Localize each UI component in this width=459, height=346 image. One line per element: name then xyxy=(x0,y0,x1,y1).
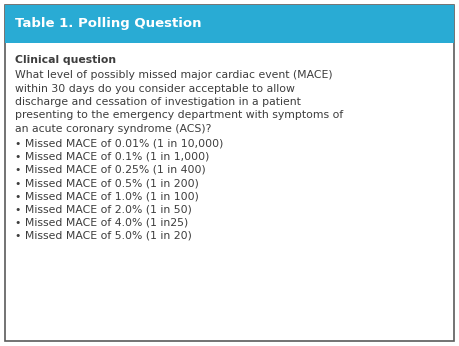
Bar xyxy=(5,5,454,43)
Text: • Missed MACE of 0.5% (1 in 200): • Missed MACE of 0.5% (1 in 200) xyxy=(15,178,199,188)
Text: • Missed MACE of 4.0% (1 in25): • Missed MACE of 4.0% (1 in25) xyxy=(15,218,188,228)
Text: • Missed MACE of 0.1% (1 in 1,000): • Missed MACE of 0.1% (1 in 1,000) xyxy=(15,152,209,162)
Text: • Missed MACE of 1.0% (1 in 100): • Missed MACE of 1.0% (1 in 100) xyxy=(15,191,199,201)
Text: • Missed MACE of 0.01% (1 in 10,000): • Missed MACE of 0.01% (1 in 10,000) xyxy=(15,138,224,148)
Text: an acute coronary syndrome (ACS)?: an acute coronary syndrome (ACS)? xyxy=(15,124,212,134)
Text: presenting to the emergency department with symptoms of: presenting to the emergency department w… xyxy=(15,110,343,120)
Text: What level of possibly missed major cardiac event (MACE): What level of possibly missed major card… xyxy=(15,70,333,80)
Text: Table 1. Polling Question: Table 1. Polling Question xyxy=(15,18,202,30)
Text: • Missed MACE of 2.0% (1 in 50): • Missed MACE of 2.0% (1 in 50) xyxy=(15,204,192,215)
Text: • Missed MACE of 5.0% (1 in 20): • Missed MACE of 5.0% (1 in 20) xyxy=(15,231,192,241)
Text: Clinical question: Clinical question xyxy=(15,55,116,65)
Text: • Missed MACE of 0.25% (1 in 400): • Missed MACE of 0.25% (1 in 400) xyxy=(15,165,206,175)
Text: discharge and cessation of investigation in a patient: discharge and cessation of investigation… xyxy=(15,97,301,107)
Text: within 30 days do you consider acceptable to allow: within 30 days do you consider acceptabl… xyxy=(15,83,295,93)
